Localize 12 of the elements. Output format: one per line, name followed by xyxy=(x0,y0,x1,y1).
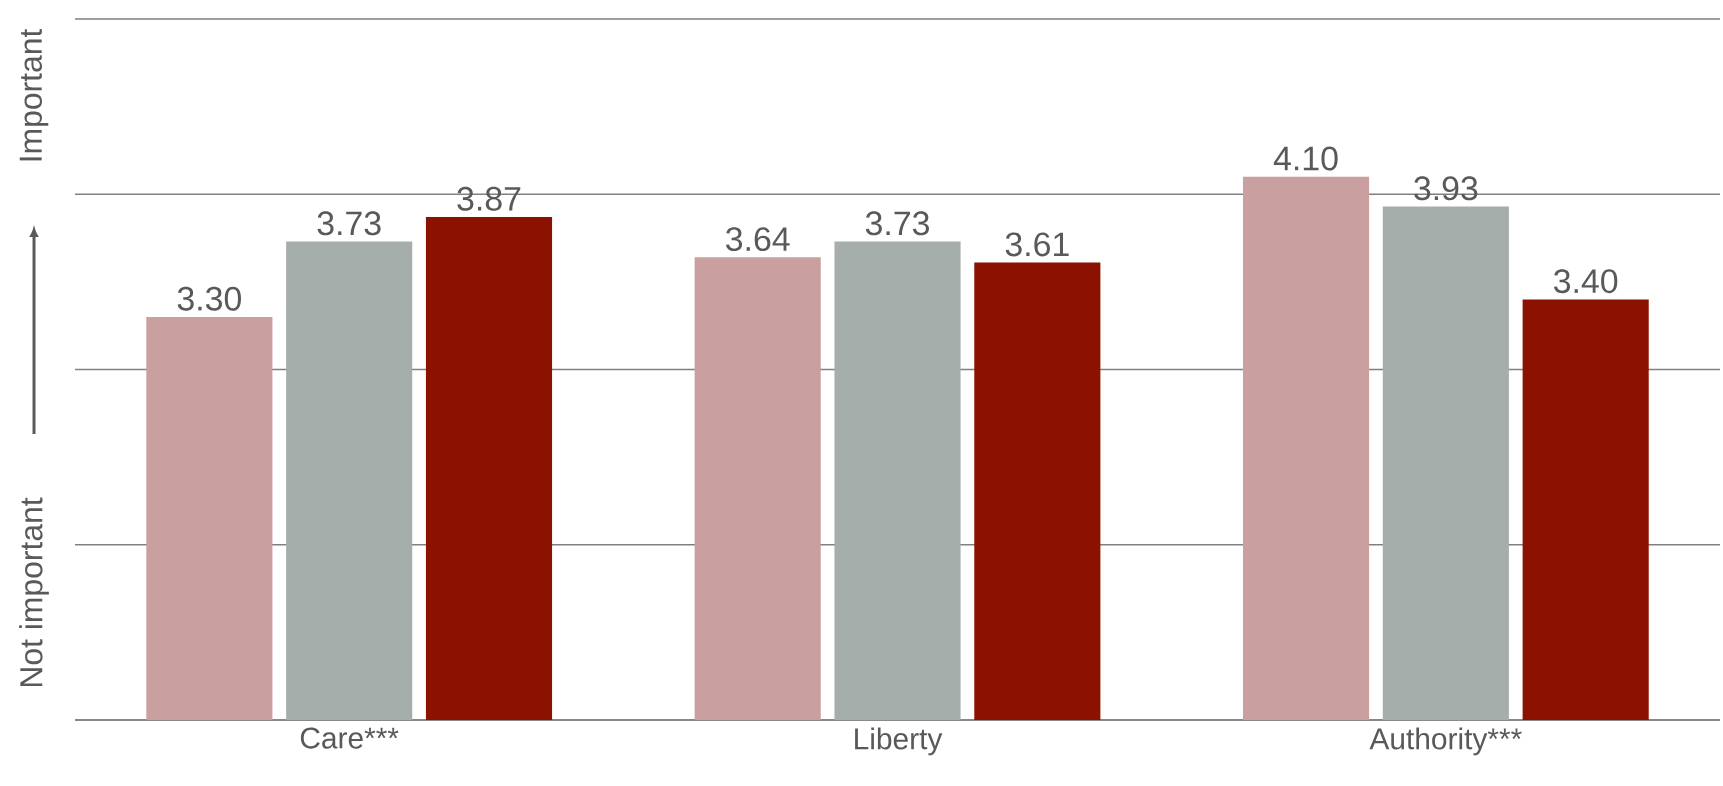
text: Important xyxy=(19,28,49,161)
data-label: 3.64 xyxy=(726,227,790,252)
data-label: 3.40 xyxy=(1554,269,1618,294)
x-tick-label: Care*** xyxy=(300,727,399,749)
x-tick-label: Authority*** xyxy=(1369,727,1522,756)
x-tick-label: Liberty xyxy=(855,727,943,756)
data-label: 3.73 xyxy=(317,211,381,236)
data-label: 4.10 xyxy=(1273,146,1338,171)
data-label: 3.73 xyxy=(865,211,929,236)
data-label: 3.30 xyxy=(177,286,241,311)
y-axis-title: Not important xyxy=(19,497,49,687)
data-label: 3.61 xyxy=(1005,232,1069,257)
